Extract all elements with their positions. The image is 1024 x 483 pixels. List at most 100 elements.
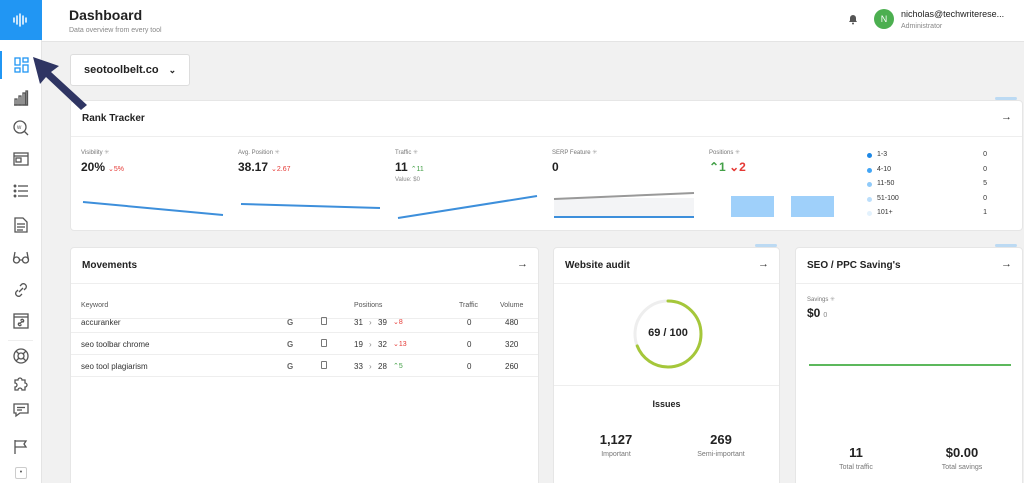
- important-value: 1,127: [599, 432, 633, 447]
- card-header: Rank Tracker →: [71, 101, 1022, 137]
- card-tab-marker: [755, 244, 777, 247]
- metric-sub: Value: $0: [395, 177, 420, 183]
- legend-dot: [867, 153, 872, 158]
- position-to: 28: [378, 362, 387, 371]
- card-title: Rank Tracker: [82, 113, 145, 124]
- positions-down: ⌄2: [729, 160, 746, 174]
- column-positions[interactable]: Positions: [354, 302, 383, 309]
- table-row[interactable]: seo tool plagiarism G 33 › 28 ⌃5 0 260: [71, 355, 538, 377]
- metric-label: Visibility ✳: [81, 150, 110, 156]
- important-label: Important: [601, 451, 631, 458]
- browser-window-icon: [13, 152, 29, 166]
- position-delta: ⌃5: [393, 363, 403, 370]
- info-icon: ✳: [274, 150, 280, 156]
- card-title: Website audit: [565, 260, 630, 271]
- legend-dot: [867, 167, 872, 173]
- user-role: Administrator: [901, 23, 943, 30]
- list-icon: [13, 184, 28, 198]
- legend-dot: [867, 182, 872, 187]
- puzzle-icon: [14, 377, 28, 391]
- column-keyword[interactable]: Keyword: [81, 302, 109, 309]
- legend-row: 1-3 0: [867, 150, 991, 165]
- domain-selector[interactable]: seotoolbelt.co ⌄: [70, 54, 190, 86]
- annotation-arrow-icon: [33, 57, 87, 110]
- metric-traffic: Traffic ✳ 11 ⌃11 Value: $0: [395, 149, 424, 183]
- total-savings-label: Total savings: [941, 464, 983, 471]
- savings-label: Savings ✳: [807, 297, 836, 303]
- audit-score-gauge: [633, 299, 703, 369]
- card-header: Website audit →: [554, 248, 779, 284]
- avg-position-sparkline: [240, 203, 381, 209]
- column-traffic[interactable]: Traffic: [459, 302, 479, 309]
- website-search-icon: w: [13, 120, 29, 136]
- table-row[interactable]: seo toolbar chrome G 19 › 32 ⌄13 0 320: [71, 333, 538, 355]
- legend-row: 51-100 0: [867, 194, 991, 209]
- app-logo[interactable]: [0, 0, 42, 40]
- nav-dashboard[interactable]: [0, 51, 42, 79]
- nav-feedback[interactable]: [0, 396, 42, 424]
- position-to: 32: [378, 340, 387, 349]
- page-title: Dashboard: [69, 7, 143, 23]
- svg-text:w: w: [16, 125, 22, 131]
- mobile-icon: [321, 339, 327, 347]
- nav-rank-tracker[interactable]: [0, 84, 42, 112]
- table-header: Keyword Positions Traffic Volume: [71, 295, 538, 319]
- arrow-right-icon[interactable]: →: [1001, 258, 1012, 270]
- traffic-cell: 0: [467, 340, 472, 349]
- bell-icon[interactable]: [847, 13, 859, 25]
- table-row[interactable]: accuranker G 31 › 39 ⌄8 0 480: [71, 311, 538, 333]
- volume-cell: 320: [505, 340, 519, 349]
- semi-important-value: 269: [710, 432, 732, 447]
- metric-value: 0: [552, 160, 559, 174]
- semi-important-label: Semi-important: [697, 451, 745, 458]
- arrow-right-icon[interactable]: →: [517, 258, 528, 270]
- nav-site-explorer[interactable]: w: [0, 114, 42, 142]
- audit-score: 69 / 100: [648, 327, 688, 339]
- savings-value: $0 0: [807, 306, 828, 320]
- arrow-right-icon[interactable]: →: [1001, 111, 1012, 123]
- metric-label: Traffic ✳: [395, 150, 419, 156]
- keyword-cell: seo tool plagiarism: [81, 362, 148, 371]
- metric-visibility: Visibility ✳ 20% ⌄5%: [81, 149, 124, 174]
- nav-keywords[interactable]: [0, 177, 42, 205]
- column-volume[interactable]: Volume: [500, 302, 524, 309]
- position-arrow: ›: [369, 318, 372, 327]
- user-email[interactable]: nicholas@techwriterese...: [901, 9, 1005, 19]
- link-icon: [15, 283, 27, 297]
- sparklines: [82, 192, 834, 219]
- nav-backlinks[interactable]: [0, 276, 42, 304]
- mobile-icon: [321, 361, 327, 369]
- nav-content[interactable]: [0, 211, 42, 239]
- nav-link-monitor[interactable]: [0, 307, 42, 335]
- metric-positions: Positions ✳ ⌃1 ⌄2: [709, 149, 746, 174]
- traffic-cell: 0: [467, 362, 472, 371]
- legend-dot: [867, 196, 872, 202]
- traffic-cell: 0: [467, 318, 472, 327]
- metric-value: 20% ⌄5%: [81, 160, 125, 174]
- nav-competitors[interactable]: [0, 243, 42, 271]
- positions-bar: [791, 196, 834, 217]
- nav-reports[interactable]: [0, 433, 42, 461]
- nav-page-audit[interactable]: [0, 145, 42, 173]
- arrow-right-icon[interactable]: →: [758, 258, 769, 270]
- flag-icon: [14, 440, 28, 454]
- position-to: 39: [378, 318, 387, 327]
- keyword-cell: seo toolbar chrome: [81, 340, 150, 349]
- savings-sparkline: [809, 364, 1011, 366]
- glasses-icon: [12, 251, 30, 264]
- metric-avg-position: Avg. Position ✳ 38.17 ⌄2.67: [238, 149, 291, 174]
- card-tab-marker: [995, 97, 1017, 100]
- sidebar-collapse-toggle[interactable]: •: [15, 467, 27, 479]
- metric-serp-feature: SERP Feature ✳ 0: [552, 149, 597, 174]
- metric-value: 38.17 ⌄2.67: [238, 160, 291, 174]
- nav-help[interactable]: [0, 342, 42, 370]
- google-icon: G: [287, 362, 294, 371]
- info-icon: ✳: [735, 150, 741, 156]
- info-icon: ✳: [104, 150, 110, 156]
- metric-label: Positions ✳: [709, 150, 741, 156]
- avatar[interactable]: N: [874, 9, 894, 29]
- nav-integrations[interactable]: [0, 369, 42, 397]
- legend-dot: [867, 211, 872, 216]
- serp-sparkline-gray: [553, 192, 695, 200]
- lifebuoy-icon: [13, 348, 29, 364]
